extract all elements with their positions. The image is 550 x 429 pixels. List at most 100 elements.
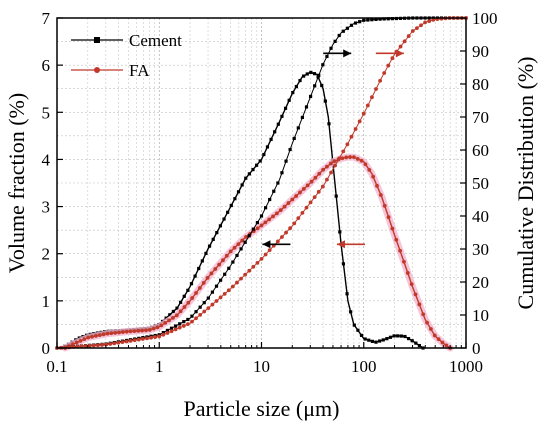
series-marker [382,17,386,21]
y-left-tick-label: 3 [42,198,51,217]
y-right-tick-label: 100 [472,9,498,28]
series-marker [321,63,325,67]
series-marker [390,56,395,61]
series-marker [186,317,190,322]
series-marker [267,248,272,253]
series-marker [305,183,310,188]
series-marker [316,189,321,194]
series-marker [309,179,314,184]
series-marker [226,288,231,293]
series-marker [169,329,174,334]
series-marker [186,288,190,292]
series-marker [259,257,264,261]
series-marker [280,114,284,118]
series-marker [165,331,170,335]
series-marker [91,343,96,348]
series-marker [233,197,237,201]
series-marker [171,315,175,320]
series-marker [406,34,411,38]
y-axis-left-label: Volume fraction (%) [4,93,29,273]
series-marker [97,333,102,338]
legend-swatch-marker [94,67,100,73]
series-marker [273,130,277,134]
series-marker [337,33,341,38]
y-right-tick-label: 60 [472,141,489,160]
series-marker [198,305,202,309]
series-marker [255,226,260,231]
series-marker [284,159,288,163]
y-right-tick-label: 50 [472,174,489,193]
series-marker [402,39,407,44]
series-marker [309,70,313,75]
series-marker [200,259,204,263]
series-marker [321,167,325,172]
series-marker [280,171,284,175]
series-cement-volume-fraction [59,70,425,350]
series-marker [409,282,414,287]
series-marker [219,278,223,282]
series-marker [144,328,148,333]
series-marker [209,271,214,276]
y-right-tick-label: 70 [472,108,489,127]
series-marker [406,337,411,341]
series-marker [163,320,168,325]
series-marker [274,211,279,216]
series-marker [243,272,248,277]
series-marker [87,343,92,348]
legend-label: FA [129,61,150,80]
y-left-tick-label: 1 [42,292,51,311]
series-marker [132,338,137,343]
series-marker [128,338,133,343]
series-marker [305,72,309,76]
legend-label: Cement [129,31,182,50]
series-marker [202,309,207,314]
series-marker [374,87,378,91]
series-marker [382,203,387,208]
series-marker [232,245,237,250]
series-marker [341,262,346,266]
x-tick-label: 0.1 [46,357,67,376]
series-marker [378,17,382,21]
series-marker [337,156,342,161]
series-marker [194,316,198,321]
series-marker [363,337,367,341]
series-marker [374,340,378,344]
series-marker [157,334,162,339]
series-marker [355,157,360,161]
series-marker [221,258,225,263]
series-marker [370,339,374,343]
series-marker [429,327,433,331]
series-marker [421,312,426,317]
arrow-head [343,49,352,58]
series-marker [367,167,372,172]
series-marker [186,300,191,305]
series-marker [190,314,194,318]
series-marker [359,333,364,337]
series-marker [108,342,113,346]
series-marker [101,332,106,337]
series-marker [228,249,233,254]
series-marker [218,295,223,300]
series-marker [210,302,215,307]
series-marker [116,340,121,345]
series-marker [171,309,175,314]
y-left-tick-label: 5 [42,103,51,122]
series-marker [151,326,156,331]
series-marker [189,282,194,286]
series-marker [268,197,272,202]
annotation-arrows [262,49,404,249]
series-marker [159,323,164,328]
series-layer [55,16,468,352]
series-marker [132,329,137,333]
series-marker [222,217,226,221]
series-marker [265,145,270,149]
series-marker [332,159,337,164]
series-marker [269,137,273,141]
series-marker [363,162,368,167]
series-marker [386,17,390,21]
series-marker [124,339,129,344]
arrow-head [336,240,345,249]
series-marker [444,343,449,348]
series-marker [206,306,211,311]
series-marker [301,187,306,191]
